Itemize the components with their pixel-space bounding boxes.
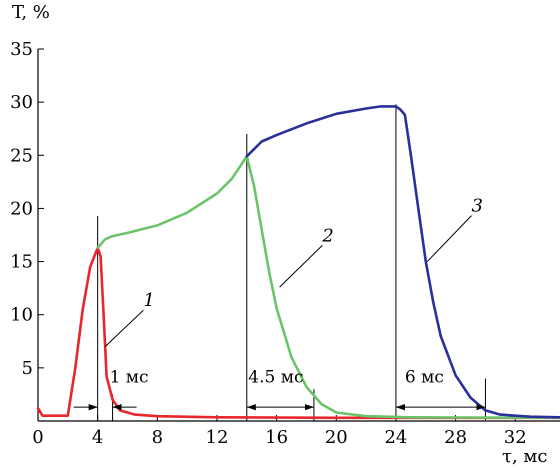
x-tick-label: 0: [32, 427, 43, 448]
x-tick-label: 24: [384, 427, 407, 448]
series-line-2: [96, 155, 560, 420]
y-tick-label: 20: [10, 198, 33, 219]
y-tick-label: 15: [10, 252, 33, 273]
x-tick-label: 12: [206, 427, 229, 448]
x-axis-label: τ, мс: [502, 446, 547, 467]
curve-label-leader: [279, 245, 323, 288]
x-tick-label: 32: [504, 427, 527, 448]
y-tick-label: 25: [10, 145, 33, 166]
curve-label-leader: [104, 309, 144, 347]
x-tick-label: 20: [325, 427, 348, 448]
series-line-1: [36, 246, 560, 420]
duration-label: 4.5 мс: [248, 368, 303, 388]
duration-label: 1 мс: [110, 368, 149, 388]
curve-label: 2: [321, 225, 333, 246]
y-tick-label: 35: [10, 39, 33, 60]
duration-label: 6 мс: [405, 368, 444, 388]
x-tick-label: 8: [152, 427, 163, 448]
duration-annotations: 1 мс 4.5 мс 6 мс: [73, 368, 486, 411]
x-tick-label: 4: [92, 427, 103, 448]
curve-label: 3: [471, 196, 482, 217]
curve-label: 1: [143, 290, 154, 311]
curve-label-leader: [426, 215, 472, 262]
curve-labels: 1 2 3: [104, 196, 483, 347]
y-tick-label: 5: [22, 358, 33, 379]
y-tick-label: 30: [10, 92, 33, 113]
y-tick-label: 10: [10, 305, 33, 326]
y-axis-label: T, %: [12, 2, 50, 23]
x-tick-label: 28: [444, 427, 467, 448]
x-tick-label: 16: [265, 427, 288, 448]
